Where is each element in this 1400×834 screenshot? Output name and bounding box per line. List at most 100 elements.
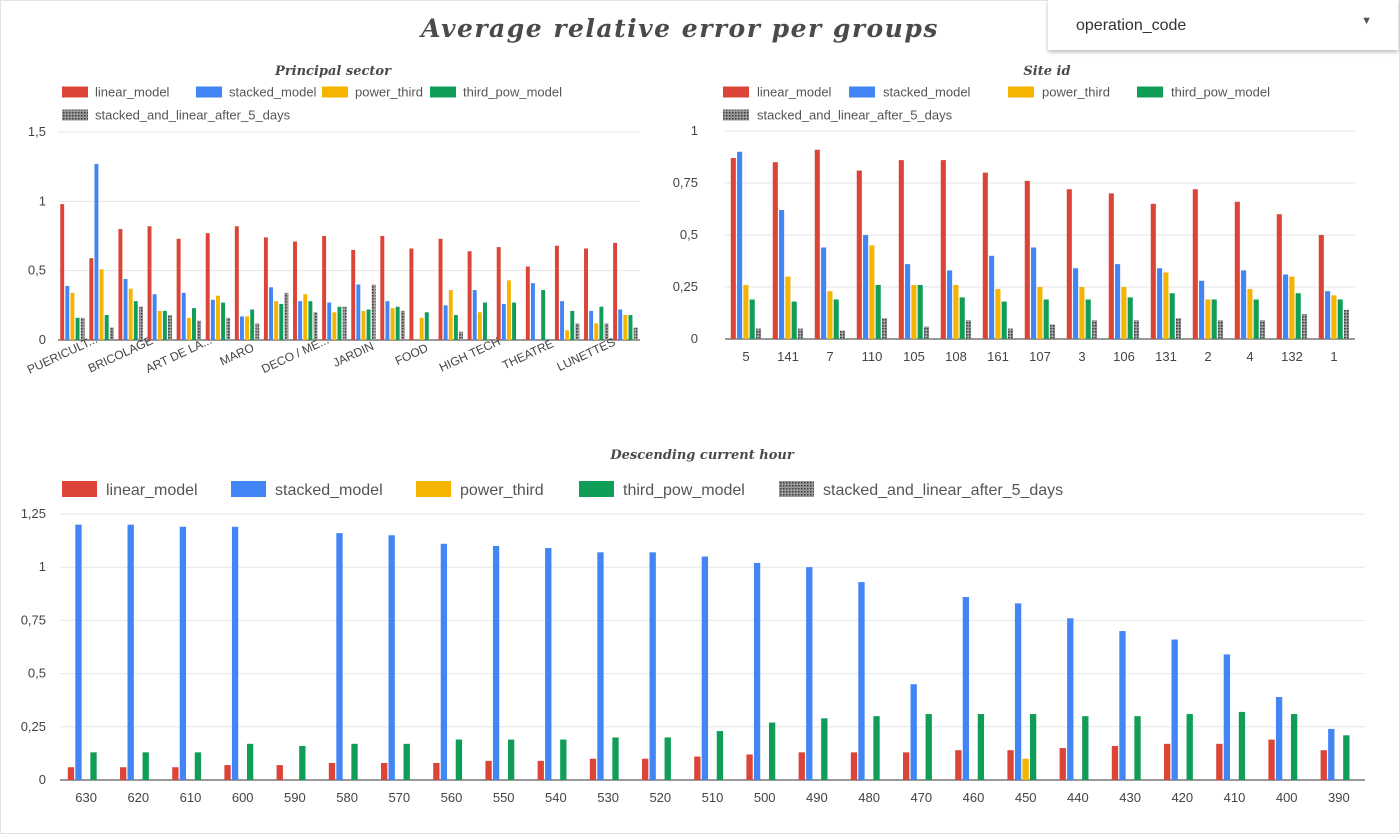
legend-label-power-third: power_third xyxy=(460,482,544,499)
bar-stacked-and-linear-after-5-days xyxy=(1091,320,1098,339)
bar-stacked-model xyxy=(231,526,239,780)
bar-linear-model xyxy=(1268,739,1275,780)
bar-linear-model xyxy=(1024,180,1030,339)
bar-stacked-and-linear-after-5-days xyxy=(839,330,846,339)
y-tick-label: 0 xyxy=(39,332,46,347)
bar-linear-model xyxy=(1216,743,1223,780)
x-tick-label: THEATRE xyxy=(500,336,556,372)
bar-linear-model xyxy=(1318,235,1324,339)
bar-power-third xyxy=(1247,289,1253,339)
bar-third-pow-model xyxy=(1134,716,1141,780)
x-tick-label: 520 xyxy=(649,790,671,805)
bar-power-third xyxy=(565,330,570,340)
bar-stacked-model xyxy=(597,552,604,780)
bar-linear-model xyxy=(613,242,618,340)
bar-third-pow-model xyxy=(1337,299,1343,339)
operation-code-dropdown[interactable]: operation_code ▼ xyxy=(1048,0,1398,50)
bar-third-pow-model xyxy=(279,303,284,340)
bar-stacked-model xyxy=(385,301,390,340)
bar-linear-model xyxy=(1007,750,1014,780)
legend-swatch-linear-model xyxy=(62,481,97,497)
bar-stacked-model xyxy=(1014,603,1022,780)
bar-third-pow-model xyxy=(453,315,458,340)
bar-linear-model xyxy=(293,241,297,340)
bar-third-pow-model xyxy=(104,315,109,340)
bar-power-third xyxy=(70,292,75,340)
bar-linear-model xyxy=(642,758,649,780)
chart-title: Site id xyxy=(1023,64,1070,79)
bar-power-third xyxy=(623,315,628,340)
bar-stacked-and-linear-after-5-days xyxy=(1049,324,1056,339)
bar-stacked-and-linear-after-5-days xyxy=(1133,320,1140,339)
bar-linear-model xyxy=(172,767,179,780)
bar-stacked-and-linear-after-5-days xyxy=(575,323,580,340)
bar-third-pow-model xyxy=(395,306,400,340)
bar-stacked-and-linear-after-5-days xyxy=(881,318,888,339)
bar-linear-model xyxy=(850,752,858,780)
bar-third-pow-model xyxy=(1253,299,1259,339)
x-tick-label: 450 xyxy=(1015,790,1037,805)
y-tick-label: 1,25 xyxy=(21,506,46,521)
x-tick-label: 560 xyxy=(441,790,463,805)
bar-stacked-model xyxy=(618,309,623,340)
chart-title: Descending current hour xyxy=(609,448,794,463)
bar-stacked-model xyxy=(1223,654,1231,780)
legend-label-third-pow-model: third_pow_model xyxy=(463,85,562,100)
x-tick-label: 550 xyxy=(493,790,515,805)
bar-third-pow-model xyxy=(75,317,80,340)
caret-down-icon[interactable]: ▼ xyxy=(1361,15,1372,27)
bar-stacked-model xyxy=(545,548,552,780)
bar-third-pow-model xyxy=(194,752,202,780)
bar-stacked-model xyxy=(947,270,953,339)
bar-stacked-model xyxy=(1171,639,1178,780)
y-tick-label: 1,5 xyxy=(28,124,46,139)
x-tick-label: 161 xyxy=(987,349,1009,364)
bar-power-third xyxy=(361,310,366,340)
bar-stacked-and-linear-after-5-days xyxy=(168,315,172,340)
bar-power-third xyxy=(743,284,749,339)
bar-stacked-and-linear-after-5-days xyxy=(371,284,376,340)
bar-stacked-model xyxy=(1328,728,1335,780)
x-tick-label: 540 xyxy=(545,790,567,805)
bar-stacked-and-linear-after-5-days xyxy=(1343,309,1350,339)
bar-power-third xyxy=(827,291,833,339)
bar-third-pow-model xyxy=(821,718,828,780)
bar-stacked-and-linear-after-5-days xyxy=(255,323,260,340)
bar-third-pow-model xyxy=(875,284,881,339)
bar-stacked-model xyxy=(649,552,656,780)
bar-power-third xyxy=(1289,276,1295,339)
bar-third-pow-model xyxy=(250,309,255,340)
bar-linear-model xyxy=(746,754,753,780)
bar-linear-model xyxy=(772,162,778,339)
bar-linear-model xyxy=(276,765,283,780)
bar-stacked-model xyxy=(492,545,500,780)
bar-linear-model xyxy=(525,266,530,340)
bar-third-pow-model xyxy=(628,315,633,340)
legend-label-linear-model: linear_model xyxy=(95,85,170,100)
bar-stacked-model xyxy=(388,535,395,780)
bar-stacked-and-linear-after-5-days xyxy=(965,320,972,339)
bar-stacked-and-linear-after-5-days xyxy=(284,292,289,340)
x-tick-label: 530 xyxy=(597,790,619,805)
x-tick-label: 470 xyxy=(910,790,932,805)
y-tick-label: 1 xyxy=(39,559,46,574)
x-tick-label: 108 xyxy=(945,349,967,364)
x-tick-label: 2 xyxy=(1204,349,1211,364)
x-tick-label: 7 xyxy=(826,349,833,364)
bar-stacked-model xyxy=(701,556,709,780)
bar-stacked-model xyxy=(1067,618,1074,780)
bar-stacked-and-linear-after-5-days xyxy=(109,327,114,340)
bar-linear-model xyxy=(814,149,820,339)
legend-swatch-power-third xyxy=(1008,86,1034,98)
legend-label-stacked-model: stacked_model xyxy=(275,482,383,499)
bar-stacked-and-linear-after-5-days xyxy=(197,320,202,340)
bar-stacked-model xyxy=(179,526,187,780)
legend-label-power-third: power_third xyxy=(355,85,423,100)
bar-stacked-and-linear-after-5-days xyxy=(633,327,638,340)
bar-third-pow-model xyxy=(403,743,410,780)
legend-label-stacked-and-linear-after-5-days: stacked_and_linear_after_5_days xyxy=(95,108,291,123)
bar-stacked-model xyxy=(1325,291,1331,339)
legend-swatch-power-third xyxy=(322,86,348,98)
x-tick-label: 510 xyxy=(702,790,724,805)
x-tick-label: 105 xyxy=(903,349,925,364)
